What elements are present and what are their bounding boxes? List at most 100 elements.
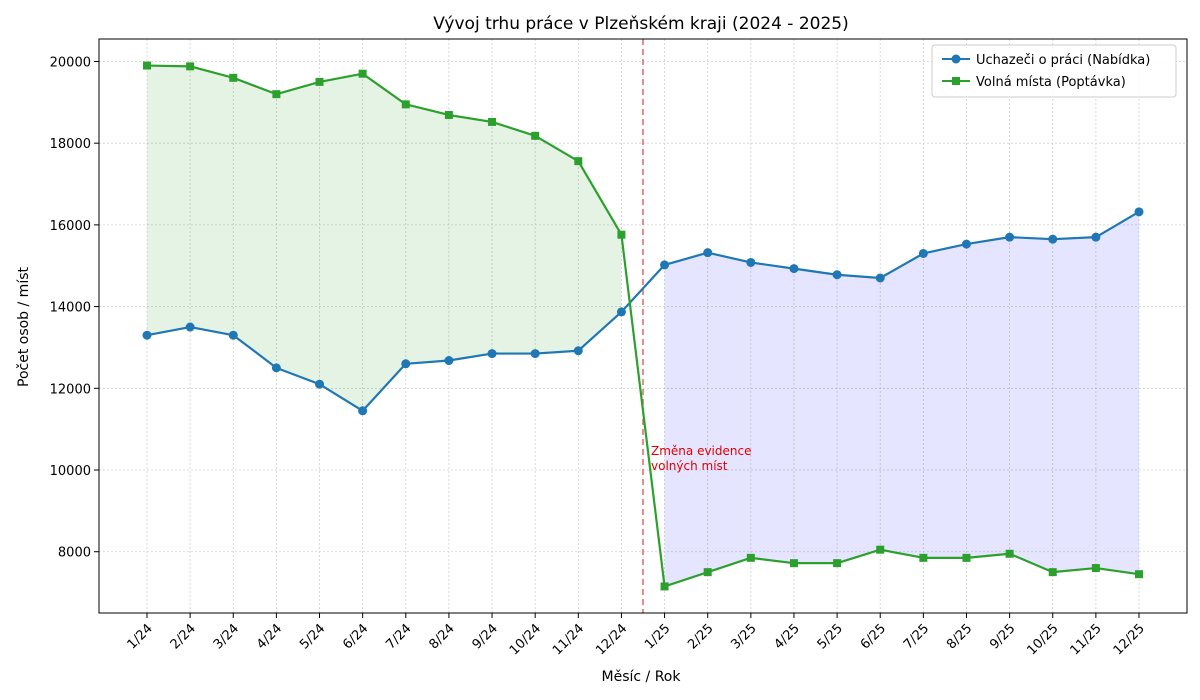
series-2 [143,61,1143,591]
data-point [746,553,755,562]
legend-marker-square [952,77,960,85]
series [142,61,1144,591]
data-point [1091,232,1101,242]
x-axis-label: Měsíc / Rok [602,669,682,685]
data-point [617,230,626,239]
series-line [146,210,1140,412]
data-point [358,69,367,78]
x-tick-label: 3/25 [728,621,759,652]
legend-item-series-1: Uchazeči o práci (Nabídka) [942,53,1150,68]
x-tick-label: 6/24 [340,621,371,652]
x-tick-label: 9/25 [987,621,1018,652]
data-point [1134,207,1144,217]
data-point [1135,570,1143,579]
data-point [833,559,842,568]
data-point [703,248,713,258]
x-tick-label: 10/25 [1024,621,1061,658]
y-tick-label: 8000 [58,546,91,561]
data-point [229,73,238,82]
annotation-line-2: volných míst [651,459,728,473]
x-tick-label: 7/25 [901,621,932,652]
data-point [1005,232,1015,242]
y-tick-label: 10000 [50,464,91,479]
plot-frame [98,38,1188,614]
chart-title: Vývoj trhu práce v Plzeňském kraji (2024… [433,14,849,34]
series-line [146,64,1140,588]
y-tick-label: 20000 [50,55,91,70]
data-point [186,62,195,71]
data-point [660,260,670,270]
data-point [616,307,626,317]
x-tick-label: 5/24 [297,621,328,652]
data-point [1048,568,1057,577]
data-point [703,568,712,577]
data-point [876,545,885,554]
x-tick-label: 7/24 [383,621,414,652]
y-axis-label: Počet osob / míst [16,266,32,387]
data-point [228,330,238,340]
x-tick-label: 11/24 [550,621,587,658]
x-tick-label: 5/25 [815,621,846,652]
data-point [185,322,195,332]
data-point [272,90,281,99]
legend-item-series-2: Volná místa (Poptávka) [942,75,1126,90]
x-tick-label: 2/25 [685,621,716,652]
data-point [875,273,885,283]
x-ticks: 1/24 2/24 3/24 4/24 5/24 6/24 7/24 8/24 9/24 10/2… [125,613,1148,658]
data-point [1048,234,1058,244]
legend-label-1: Uchazeči o práci (Nabídka) [976,53,1150,68]
data-point [143,61,151,70]
data-point [746,257,756,267]
fill-area-demand-surplus [147,65,622,411]
annotation-line-1: Změna evidence [651,444,751,458]
x-tick-label: 12/25 [1111,621,1148,658]
data-point [789,559,798,568]
data-point [271,363,281,373]
x-tick-label: 8/25 [944,621,975,652]
data-point [832,270,842,280]
data-point [444,356,454,366]
data-point [962,553,971,562]
data-point [789,264,799,274]
x-tick-label: 8/24 [426,621,457,652]
legend: Uchazeči o práci (Nabídka) Volná místa (… [931,44,1177,98]
data-point [488,117,497,126]
x-tick-label: 4/25 [772,621,803,652]
data-point [142,330,152,340]
x-tick-label: 1/25 [642,621,673,652]
data-point [919,553,928,562]
data-point [401,100,410,109]
data-point [531,131,540,140]
x-tick-label: 2/24 [168,621,199,652]
data-point [660,582,669,591]
data-point [401,359,411,369]
data-point [918,248,928,258]
x-tick-label: 6/25 [858,621,889,652]
data-point [574,157,583,166]
data-point [315,379,325,389]
x-tick-label: 9/24 [470,621,501,652]
y-tick-label: 18000 [50,137,91,152]
legend-marker-circle [951,54,961,64]
data-point [1005,549,1014,558]
data-point [1091,564,1100,573]
data-point [358,406,368,416]
legend-box [931,44,1177,98]
data-point [444,110,453,119]
x-tick-label: 12/24 [593,621,630,658]
y-tick-label: 12000 [50,382,91,397]
x-tick-label: 11/25 [1068,621,1105,658]
y-ticks: 8000 10000 12000 14000 16000 18000 20000 [50,55,99,561]
data-point [961,239,971,249]
y-tick-label: 14000 [50,301,91,316]
fill-areas [147,65,1139,587]
y-tick-label: 16000 [50,219,91,234]
data-point [530,349,540,359]
legend-label-2: Volná místa (Poptávka) [976,75,1126,90]
data-point [573,346,583,356]
data-point [315,77,324,86]
x-tick-label: 10/24 [507,621,544,658]
fill-area-supply-surplus [664,211,1139,587]
